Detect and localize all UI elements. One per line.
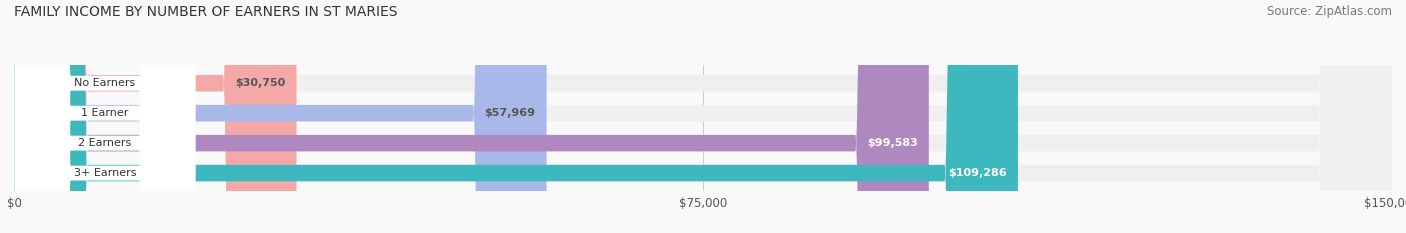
FancyBboxPatch shape (14, 0, 929, 233)
Text: $109,286: $109,286 (948, 168, 1007, 178)
FancyBboxPatch shape (14, 0, 1392, 233)
Text: FAMILY INCOME BY NUMBER OF EARNERS IN ST MARIES: FAMILY INCOME BY NUMBER OF EARNERS IN ST… (14, 5, 398, 19)
Text: 3+ Earners: 3+ Earners (73, 168, 136, 178)
FancyBboxPatch shape (14, 0, 297, 233)
Text: $99,583: $99,583 (868, 138, 918, 148)
Text: $30,750: $30,750 (235, 78, 285, 88)
FancyBboxPatch shape (15, 0, 194, 233)
FancyBboxPatch shape (14, 0, 1018, 233)
Text: No Earners: No Earners (75, 78, 135, 88)
FancyBboxPatch shape (14, 0, 1392, 233)
FancyBboxPatch shape (14, 0, 1392, 233)
Text: 2 Earners: 2 Earners (79, 138, 132, 148)
Text: $57,969: $57,969 (485, 108, 536, 118)
FancyBboxPatch shape (15, 0, 194, 233)
Text: 1 Earner: 1 Earner (82, 108, 129, 118)
FancyBboxPatch shape (15, 0, 194, 233)
FancyBboxPatch shape (14, 0, 547, 233)
Text: Source: ZipAtlas.com: Source: ZipAtlas.com (1267, 5, 1392, 18)
FancyBboxPatch shape (14, 0, 1392, 233)
FancyBboxPatch shape (15, 0, 194, 233)
